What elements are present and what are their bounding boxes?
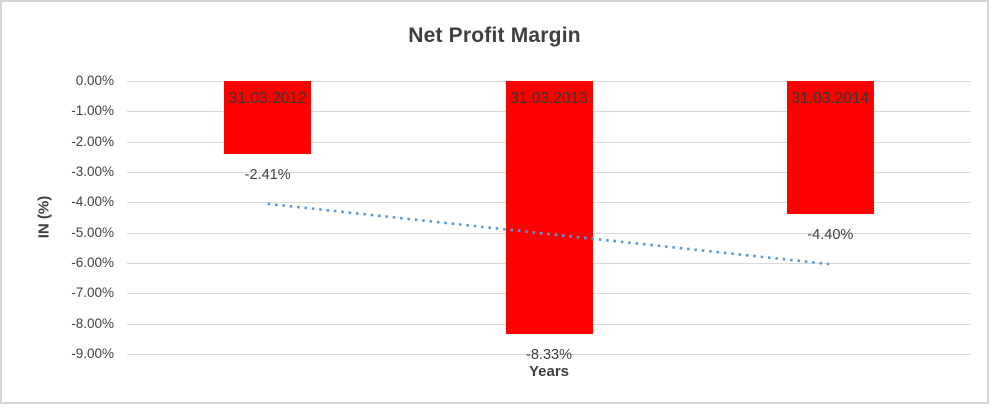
plot-area: 31.03.2012 -2.41% 31.03.2013 -8.33% 31.03.20…	[127, 81, 971, 363]
bar-category-label: 31.03.2012	[228, 90, 307, 107]
bar-category-label: 31.03.2013	[510, 90, 588, 107]
y-axis-tick-label: -8.00%	[71, 316, 114, 331]
y-axis-tick-label: -2.00%	[71, 134, 114, 149]
y-axis-tick-label: -3.00%	[71, 164, 114, 179]
chart-title: Net Profit Margin	[408, 24, 581, 47]
bar-value-label: -8.33%	[526, 347, 572, 363]
x-axis-title: Years	[528, 363, 570, 380]
bar-31.03.2014[interactable]	[787, 81, 874, 214]
bar-category-label: 31.03.2014	[791, 90, 870, 107]
y-axis-tick-label: -6.00%	[71, 255, 114, 270]
gridline	[127, 354, 971, 355]
y-axis-tick-label: -7.00%	[71, 285, 114, 300]
y-axis-tick-label: 0.00%	[75, 73, 114, 88]
bar-31.03.2012[interactable]	[224, 81, 311, 154]
y-axis-tick-label: -5.00%	[71, 225, 114, 240]
y-axis-tick-label: -1.00%	[71, 103, 114, 118]
bar-31.03.2013[interactable]	[506, 81, 593, 334]
bar-value-label: -4.40%	[807, 227, 854, 243]
trendline[interactable]	[127, 81, 971, 354]
bar-value-label: -2.41%	[244, 167, 291, 183]
y-axis-tick-label: -4.00%	[71, 194, 114, 209]
y-axis-tick-label: -9.00%	[71, 346, 114, 361]
